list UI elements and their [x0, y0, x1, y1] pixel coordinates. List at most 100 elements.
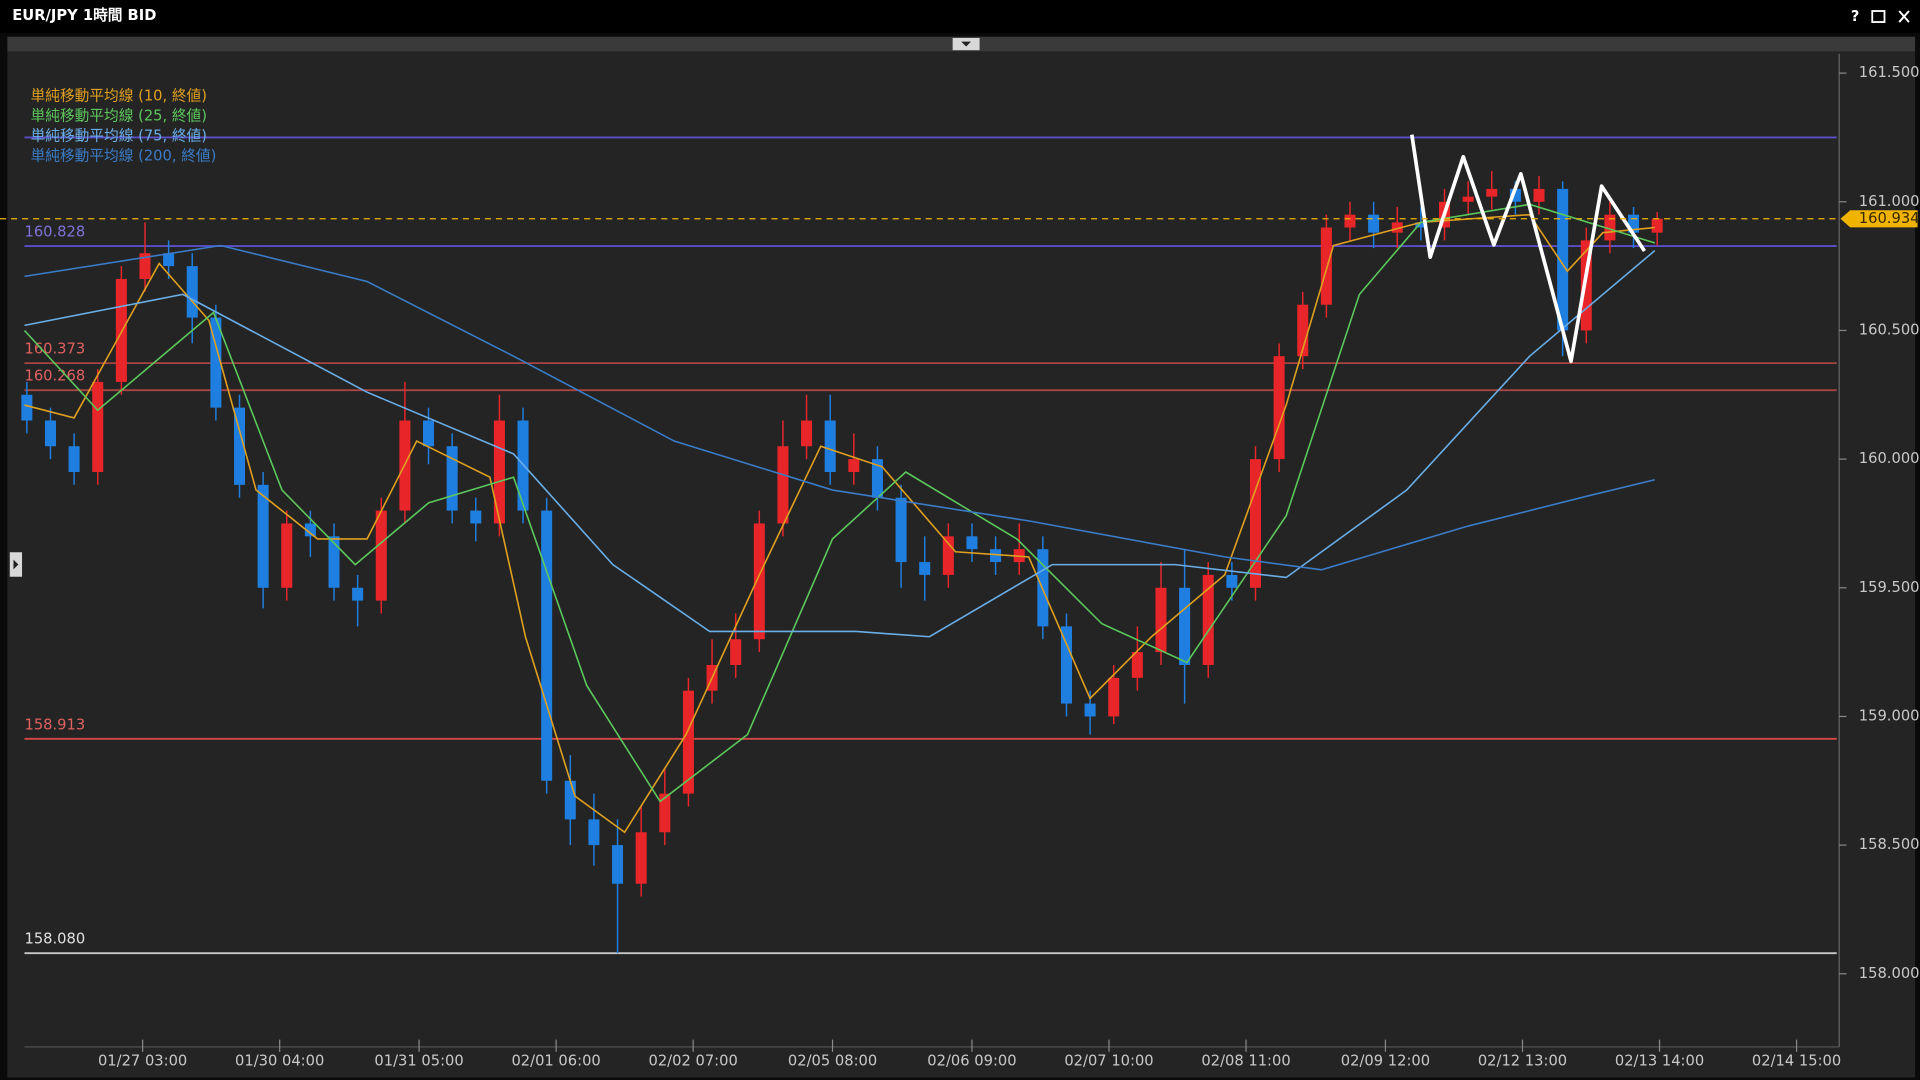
- candle-body: [1155, 587, 1167, 653]
- x-tick-label: 02/08 11:00: [1201, 1053, 1290, 1070]
- candle-body: [44, 420, 56, 447]
- candle-body: [281, 523, 293, 588]
- candle-body: [942, 536, 954, 575]
- x-tick-label: 02/09 12:00: [1341, 1053, 1430, 1070]
- candle-body: [139, 253, 151, 279]
- candle-body: [635, 832, 647, 884]
- candle-body: [233, 407, 246, 485]
- candle-body: [1297, 304, 1309, 357]
- candle-body: [304, 523, 316, 537]
- candle-body: [1226, 574, 1238, 588]
- close-button[interactable]: [1898, 10, 1910, 23]
- candle-body: [423, 420, 435, 447]
- candle-body: [990, 549, 1002, 563]
- plot-bg: [7, 51, 1916, 1078]
- candle-body: [210, 317, 222, 408]
- candle-body: [919, 562, 931, 575]
- x-tick-label: 02/02 07:00: [648, 1053, 737, 1070]
- help-button[interactable]: ?: [1851, 8, 1860, 25]
- plot: 161.500 161.000 160.500 160.000 159.500 159.0…: [21, 64, 1920, 1070]
- candle-body: [1486, 188, 1498, 197]
- candle-body: [21, 394, 33, 421]
- candle-body: [777, 446, 789, 524]
- x-tick-label: 02/01 06:00: [511, 1053, 600, 1070]
- candle-body: [115, 278, 127, 382]
- candle-body: [92, 381, 104, 472]
- candle-body: [1533, 188, 1545, 202]
- candle-body: [1108, 677, 1120, 717]
- candle-body: [895, 497, 907, 563]
- candle-body: [375, 510, 387, 601]
- y-tick-label: 158.500: [1859, 836, 1920, 853]
- last-price-tag: [1840, 210, 1918, 228]
- legend-entry: 単純移動平均線 (25, 終値): [31, 108, 207, 125]
- x-tick-label: 02/07 10:00: [1064, 1053, 1153, 1070]
- candle-body: [446, 446, 458, 511]
- candle-body: [1651, 218, 1663, 233]
- candle-body: [1060, 626, 1072, 704]
- y-tick-label: 161.000: [1859, 193, 1920, 210]
- candle-body: [68, 446, 80, 472]
- candle-body: [966, 536, 978, 550]
- maximize-button[interactable]: [1871, 10, 1886, 23]
- candle-body: [612, 845, 624, 884]
- candle-body: [753, 523, 765, 640]
- candle-body: [186, 266, 198, 318]
- candle-body: [328, 536, 340, 588]
- y-tick-label: 160.500: [1859, 321, 1920, 338]
- last-price-label: 160.934: [1859, 210, 1920, 227]
- y-tick-label: 159.000: [1859, 707, 1920, 724]
- toggle-arrow: [961, 41, 972, 47]
- candle-body: [588, 819, 600, 846]
- candle-body: [871, 459, 883, 498]
- candle-body: [564, 780, 576, 820]
- x-tick-label: 01/27 03:00: [98, 1053, 187, 1070]
- candle-body: [1131, 652, 1143, 678]
- candle-body: [682, 690, 694, 794]
- window-title: EUR/JPY 1時間 BID: [12, 6, 156, 24]
- candle-body: [163, 253, 175, 267]
- candle-body: [1557, 188, 1569, 331]
- candle-body: [1415, 222, 1427, 228]
- candle-body: [824, 420, 836, 472]
- y-tick-label: 161.500: [1859, 64, 1920, 81]
- x-tick-label: 02/05 08:00: [788, 1053, 877, 1070]
- side-tab-arrow: [13, 559, 19, 570]
- y-tick-label: 160.000: [1859, 450, 1920, 467]
- level-label: 160.268: [24, 368, 85, 385]
- candle-body: [1604, 214, 1616, 241]
- candle-body: [730, 639, 742, 665]
- title-bar: [0, 0, 1920, 34]
- level-label: 160.373: [24, 341, 85, 358]
- candle-body: [659, 793, 671, 833]
- candle-body: [1084, 703, 1096, 717]
- y-tick-label: 159.500: [1859, 579, 1920, 596]
- candle-body: [1391, 222, 1403, 233]
- y-tick-label: 158.000: [1859, 965, 1920, 982]
- x-tick-label: 02/12 13:00: [1478, 1053, 1567, 1070]
- x-tick-label: 01/30 04:00: [235, 1053, 324, 1070]
- candle-body: [1580, 240, 1592, 331]
- drawn-annotation: [1410, 134, 1647, 364]
- candle-body: [1368, 214, 1380, 233]
- candle-body: [493, 420, 505, 524]
- x-tick-label: 02/14 15:00: [1752, 1053, 1841, 1070]
- candle-body: [257, 484, 269, 588]
- candle-body: [1202, 574, 1214, 665]
- legend-entry: 単純移動平均線 (10, 終値): [31, 88, 207, 105]
- candle-body: [1462, 196, 1474, 202]
- candle-body: [1320, 227, 1332, 305]
- x-tick-label: 02/13 14:00: [1615, 1053, 1704, 1070]
- candle-body: [1179, 587, 1191, 665]
- level-label: 158.080: [24, 931, 85, 948]
- candle-body: [1509, 188, 1521, 202]
- x-tick-label: 01/31 05:00: [374, 1053, 463, 1070]
- candle-body: [1249, 459, 1262, 588]
- ma-line: [24, 213, 1655, 834]
- x-tick-label: 02/06 09:00: [927, 1053, 1016, 1070]
- candle-body: [801, 420, 813, 447]
- legend-entry: 単純移動平均線 (200, 終値): [31, 148, 217, 165]
- candle-body: [848, 459, 860, 472]
